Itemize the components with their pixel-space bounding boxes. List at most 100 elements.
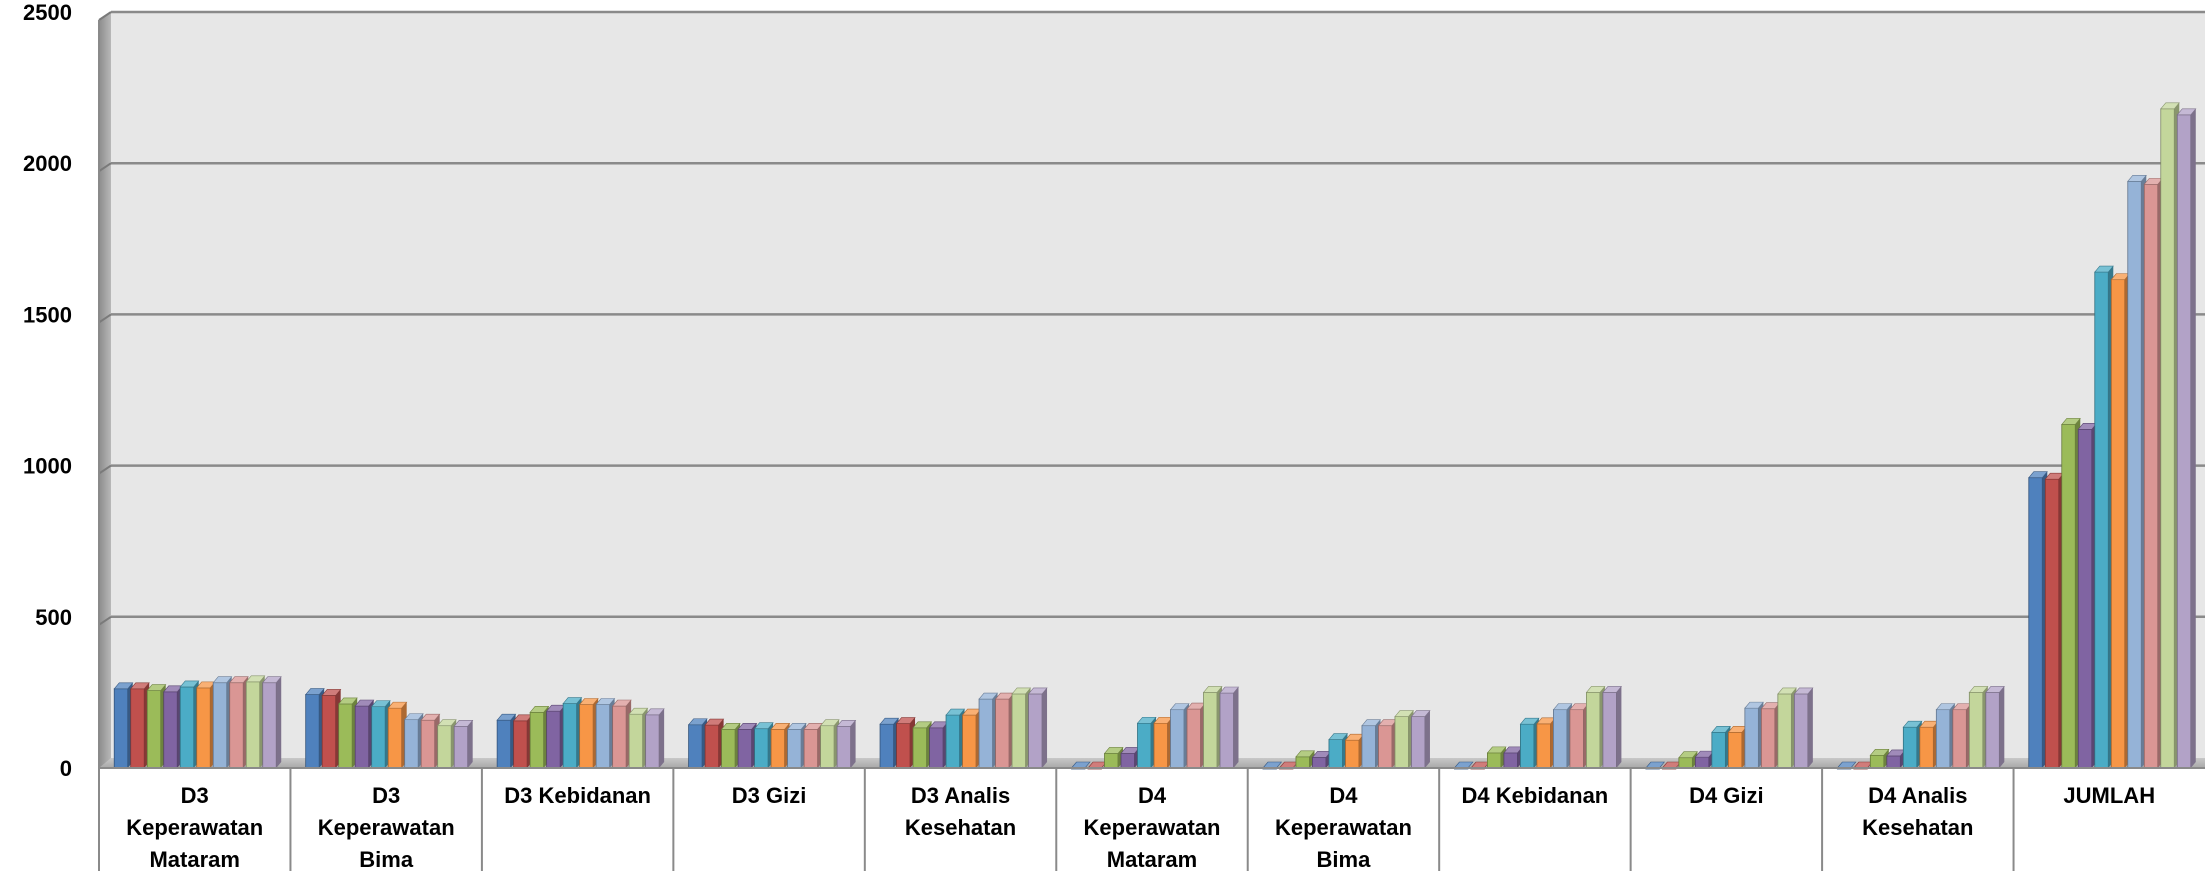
bar (147, 691, 161, 768)
bar (1537, 724, 1551, 768)
bar (2095, 272, 2109, 768)
bar (837, 726, 851, 768)
category-label: D4 Gizi (1689, 783, 1764, 808)
bar (1603, 692, 1617, 768)
bar (804, 729, 818, 768)
bar (1553, 710, 1567, 768)
bar (114, 689, 128, 768)
bar (322, 695, 336, 768)
bar (613, 706, 627, 768)
bar (1712, 732, 1726, 768)
bar (1312, 757, 1326, 768)
category-label: JUMLAH (2063, 783, 2155, 808)
y-tick-label: 0 (60, 756, 72, 781)
bar (1778, 694, 1792, 768)
category-label: Mataram (1107, 847, 1197, 871)
bar (1187, 709, 1201, 768)
y-tick-label: 2000 (23, 151, 72, 176)
bar (580, 704, 594, 768)
category-label: Bima (1317, 847, 1372, 871)
category-label: D4 Kebidanan (1462, 783, 1609, 808)
bar (1936, 710, 1950, 768)
bar (897, 724, 911, 768)
bar (722, 729, 736, 768)
plot-side-wall (99, 12, 111, 768)
category-label: Keperawatan (1084, 815, 1221, 840)
bar (438, 726, 452, 768)
bar (197, 688, 211, 768)
y-tick-label: 1500 (23, 302, 72, 327)
bar (1728, 732, 1742, 768)
bar (2029, 478, 2043, 768)
bar-side (1425, 711, 1430, 768)
bar (1362, 726, 1376, 768)
bar (1121, 753, 1135, 768)
bar (755, 729, 769, 768)
bar (1220, 693, 1234, 768)
bar (996, 699, 1010, 768)
bar (1105, 753, 1119, 768)
category-label: D4 Analis (1868, 783, 1967, 808)
bar (1920, 727, 1934, 768)
bar (1487, 753, 1501, 768)
bar (1411, 717, 1425, 768)
category-label: D3 Gizi (732, 783, 807, 808)
bar (1761, 709, 1775, 768)
bar (946, 715, 960, 768)
category-label: Kesehatan (1862, 815, 1973, 840)
bar (1679, 758, 1693, 768)
bar (2078, 429, 2092, 768)
bar (1171, 710, 1185, 768)
bar (2111, 280, 2125, 768)
bar (1395, 717, 1409, 768)
category-label: Keperawatan (126, 815, 263, 840)
bar (355, 706, 369, 768)
bar (1586, 692, 1600, 768)
bar (1296, 757, 1310, 768)
category-label: D3 Analis (911, 783, 1010, 808)
bar (738, 729, 752, 768)
bar (963, 715, 977, 768)
bar (979, 699, 993, 768)
bar (1870, 755, 1884, 768)
bar (596, 704, 610, 768)
bar (339, 704, 353, 768)
bar (2144, 184, 2158, 768)
bar (131, 689, 145, 768)
bar (880, 724, 894, 768)
bar (1986, 692, 2000, 768)
bar (514, 721, 528, 768)
bar (547, 711, 561, 768)
bar (1138, 723, 1152, 768)
bar (2045, 479, 2059, 768)
bar (1520, 724, 1534, 768)
bar (563, 704, 577, 768)
bar (1745, 708, 1759, 768)
y-tick-label: 2500 (23, 0, 72, 25)
bar (1887, 756, 1901, 768)
bar (1154, 723, 1168, 768)
bar (2128, 181, 2142, 768)
bar (930, 728, 944, 768)
bar (1012, 694, 1025, 768)
bar (821, 726, 835, 768)
category-label: D3 (181, 783, 209, 808)
bar (372, 707, 386, 768)
bar (1345, 740, 1359, 768)
bar (2177, 115, 2191, 768)
bar (913, 728, 927, 768)
bar (1969, 692, 1983, 768)
bar (530, 712, 544, 768)
bar (1329, 740, 1343, 768)
category-label: Bima (359, 847, 414, 871)
bar (629, 714, 643, 768)
bar-side (1616, 686, 1621, 768)
bar (213, 683, 227, 768)
plot-back-wall (111, 12, 2205, 768)
bar-group (114, 676, 281, 768)
bar-side (2191, 109, 2196, 768)
y-tick-label: 500 (35, 605, 72, 630)
bar-side (659, 709, 664, 768)
